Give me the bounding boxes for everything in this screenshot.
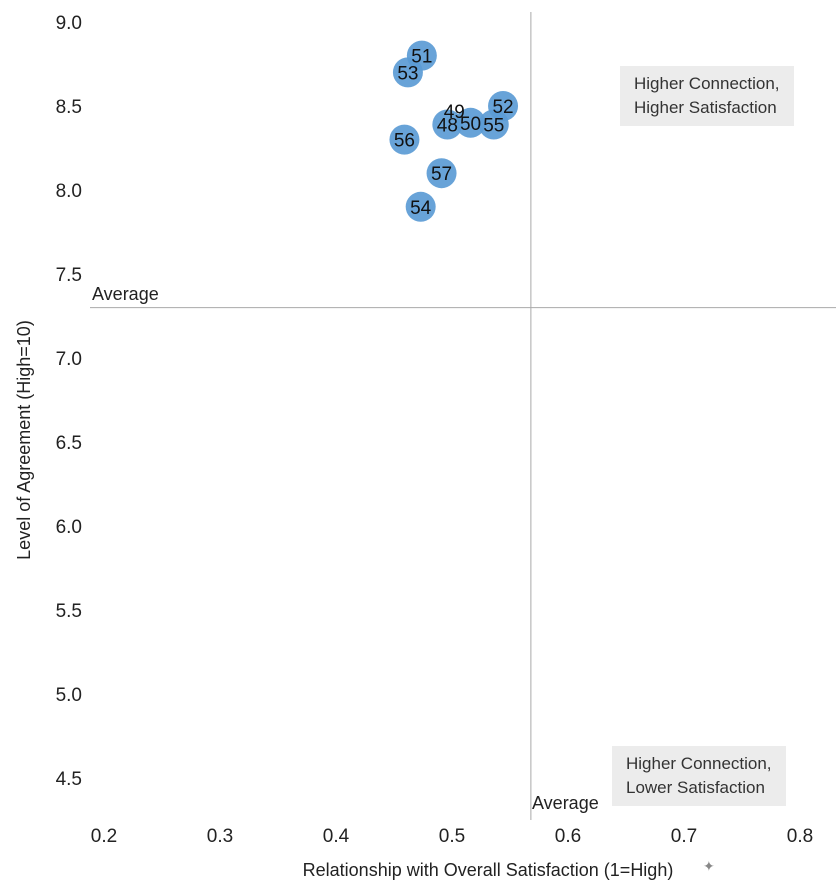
data-point-label: 53 bbox=[397, 63, 418, 84]
data-point bbox=[405, 191, 436, 222]
data-point-label: 55 bbox=[483, 115, 504, 136]
data-point-label: 51 bbox=[411, 47, 432, 68]
data-point-label: 49 bbox=[444, 102, 465, 123]
data-point-label: 48 bbox=[437, 115, 458, 136]
y-axis-ticks: 4.5 5.0 5.5 6.0 6.5 7.0 7.5 8.0 8.5 9.0 bbox=[56, 13, 82, 790]
data-point bbox=[478, 109, 509, 140]
x-tick-label: 0.3 bbox=[207, 826, 233, 847]
average-x-label: Average bbox=[532, 793, 599, 813]
y-tick-label: 6.0 bbox=[56, 517, 82, 538]
y-tick-label: 6.5 bbox=[56, 433, 82, 454]
y-tick-label: 8.0 bbox=[56, 181, 82, 202]
x-tick-label: 0.5 bbox=[439, 826, 465, 847]
y-tick-label: 9.0 bbox=[56, 13, 82, 34]
average-y-label: Average bbox=[92, 284, 159, 304]
quadrant-label-top-right: Higher Connection, Higher Satisfaction bbox=[620, 66, 794, 126]
y-tick-label: 5.0 bbox=[56, 685, 82, 706]
y-tick-label: 5.5 bbox=[56, 601, 82, 622]
data-point bbox=[432, 109, 463, 140]
data-point bbox=[389, 124, 420, 155]
data-point-label: 57 bbox=[431, 164, 452, 185]
y-tick-label: 7.0 bbox=[56, 349, 82, 370]
x-axis-title: Relationship with Overall Satisfaction (… bbox=[303, 860, 674, 880]
data-point bbox=[426, 158, 457, 189]
x-tick-label: 0.7 bbox=[671, 826, 697, 847]
quadrant-label-bottom-right: Higher Connection, Lower Satisfaction bbox=[612, 746, 786, 806]
x-tick-label: 0.8 bbox=[787, 826, 813, 847]
y-tick-label: 4.5 bbox=[56, 769, 82, 790]
data-point-label: 52 bbox=[492, 97, 513, 118]
data-point-label: 50 bbox=[460, 114, 481, 135]
data-point bbox=[455, 107, 486, 138]
quadrant-label-line: Lower Satisfaction bbox=[626, 778, 765, 797]
x-tick-label: 0.4 bbox=[323, 826, 350, 847]
y-tick-label: 8.5 bbox=[56, 97, 82, 118]
data-point-label: 54 bbox=[410, 198, 432, 219]
x-tick-label: 0.2 bbox=[91, 826, 117, 847]
data-point-label: 56 bbox=[394, 131, 415, 152]
pin-icon[interactable]: ✦ bbox=[703, 859, 715, 875]
y-tick-label: 7.5 bbox=[56, 265, 82, 286]
x-axis-ticks: 0.2 0.3 0.4 0.5 0.6 0.7 0.8 bbox=[91, 826, 813, 847]
quadrant-label-line: Higher Connection, bbox=[626, 754, 772, 773]
x-tick-label: 0.6 bbox=[555, 826, 581, 847]
data-point bbox=[392, 57, 423, 88]
quadrant-label-line: Higher Satisfaction bbox=[634, 98, 777, 117]
quadrant-label-line: Higher Connection, bbox=[634, 74, 780, 93]
y-axis-title: Level of Agreement (High=10) bbox=[14, 320, 34, 560]
average-lines bbox=[90, 12, 836, 820]
